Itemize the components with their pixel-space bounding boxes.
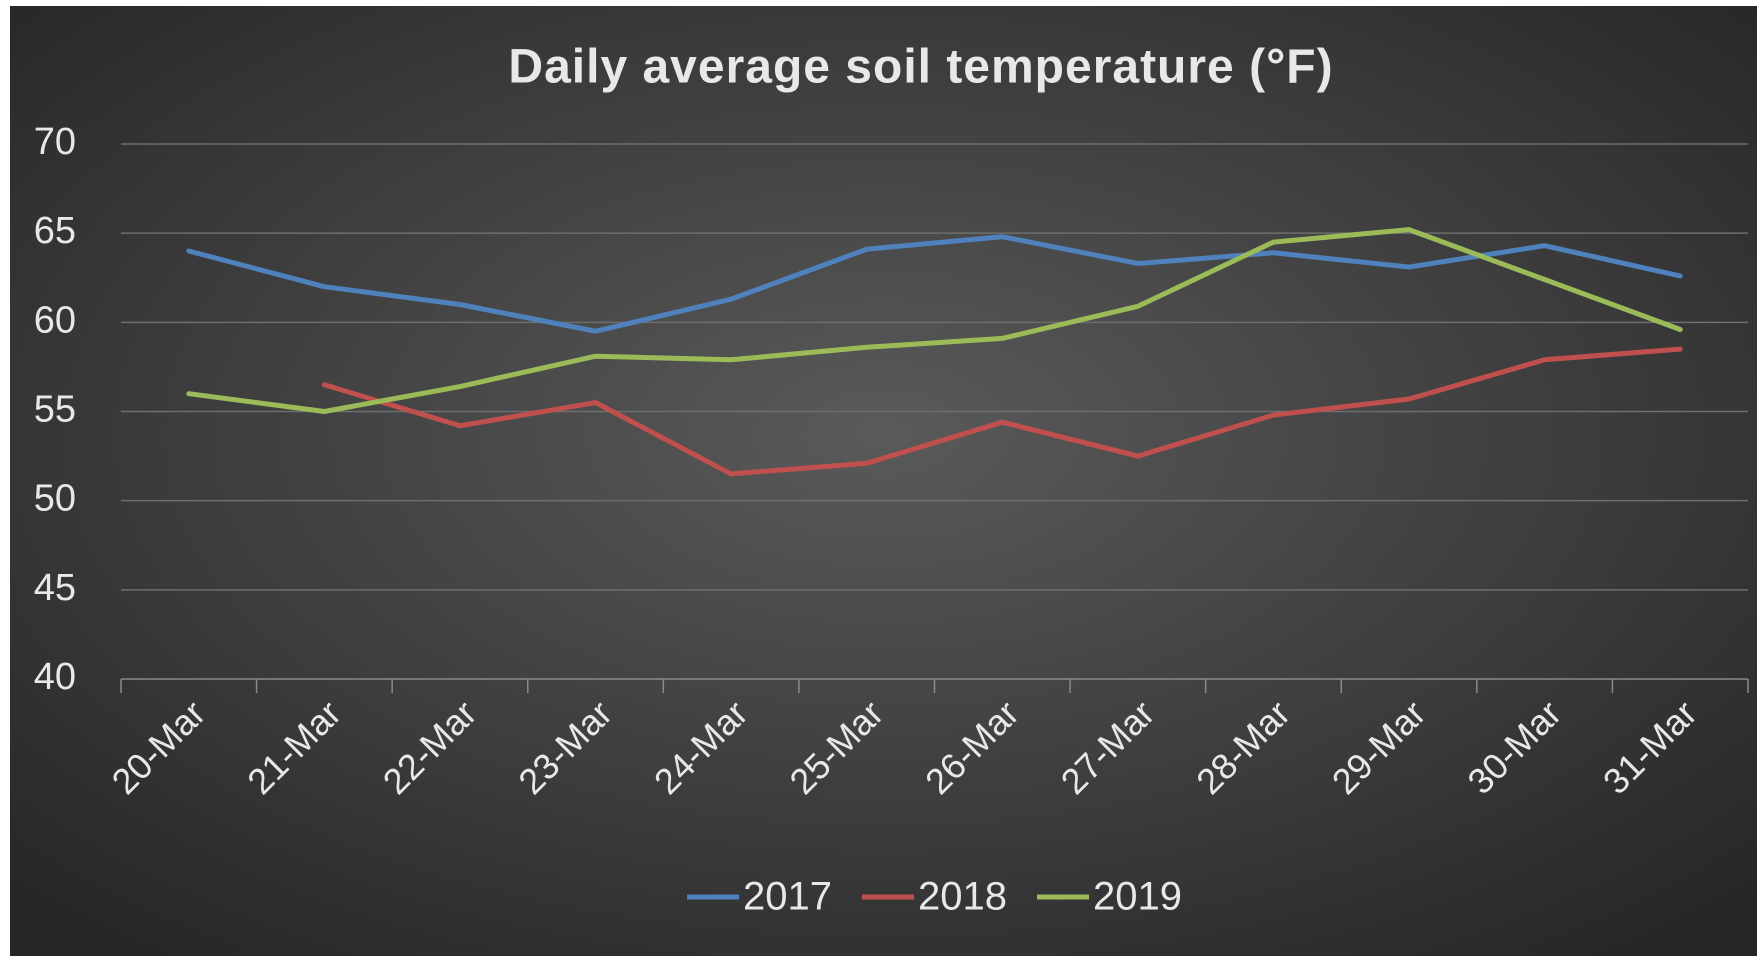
y-tick-label: 50 (34, 478, 76, 520)
y-tick-label: 45 (34, 567, 76, 609)
legend-label: 2017 (743, 875, 832, 919)
y-tick-label: 60 (34, 299, 76, 341)
legend: 2017 2018 2019 (687, 875, 1182, 919)
y-tick-label: 70 (34, 121, 76, 163)
y-tick-label: 55 (34, 389, 76, 431)
series-line (186, 234, 1683, 334)
legend-label: 2019 (1093, 875, 1182, 919)
y-tick-label: 65 (34, 210, 76, 252)
series-line (321, 346, 1683, 477)
series-line (186, 227, 1683, 414)
legend-label: 2018 (918, 875, 1007, 919)
y-tick-label: 40 (34, 656, 76, 698)
chart-background (10, 6, 1757, 956)
chart-title: Daily average soil temperature (°F) (508, 41, 1333, 94)
